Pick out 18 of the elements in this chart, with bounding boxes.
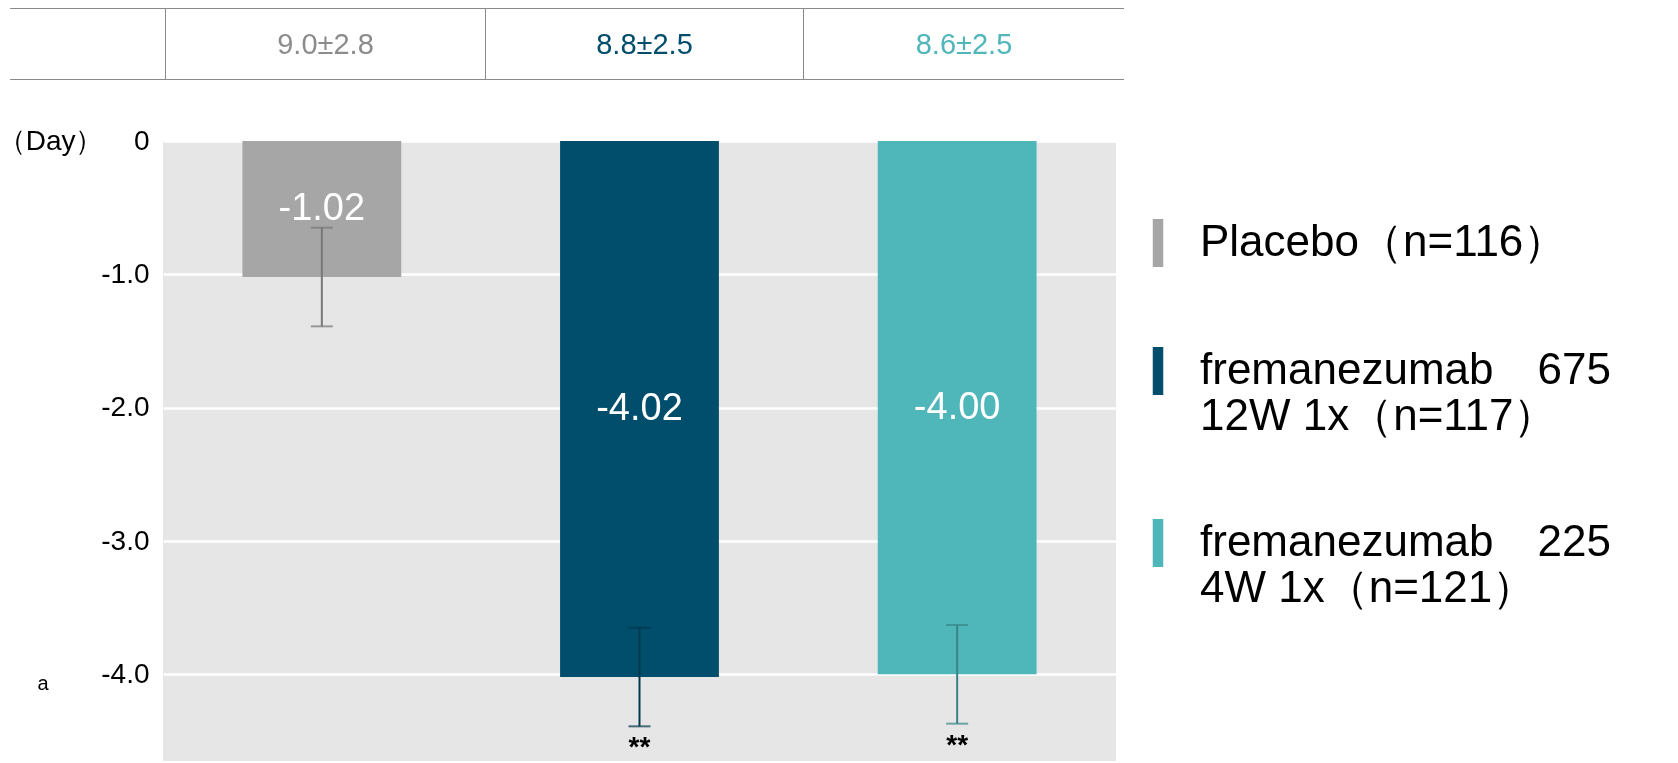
legend-label: Placebo（n=116） [1200,216,1568,265]
y-tick-label: -3.0 [101,524,150,556]
y-tick-label: -2.0 [101,391,150,423]
text: a [37,672,50,695]
legend-label: fremanezumab 225 4W 1x（n=121） [1200,516,1611,611]
text: 8.6±2.5 [803,9,1124,79]
data-label: -4.02 [596,386,683,428]
data-label: -1.02 [278,186,366,228]
legend-label: fremanezumab 675 12W 1x（n=117） [1200,344,1611,439]
y-tick-label: -1.0 [101,257,150,289]
y-tick-label: 0 [133,124,150,156]
data-label: -4.00 [913,384,1001,427]
y-tick-label: -4.0 [101,657,150,689]
annotation: ** [628,731,651,763]
y-axis-title: （Day） [0,124,104,156]
annotation: ** [946,728,969,760]
text: 8.8±2.5 [485,9,803,79]
text: 9.0±2.8 [165,9,485,79]
